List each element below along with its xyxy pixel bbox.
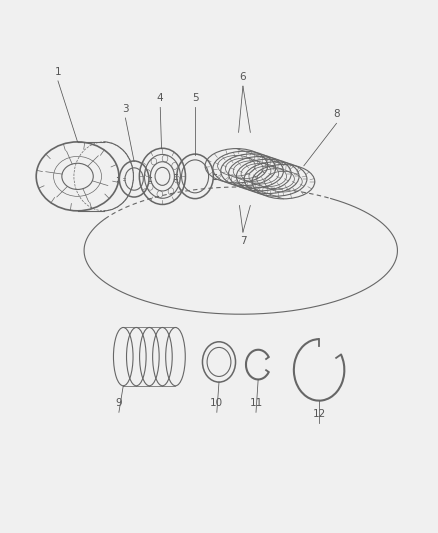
Text: 7: 7 <box>240 236 246 246</box>
Text: 6: 6 <box>240 72 246 82</box>
Text: 3: 3 <box>122 104 129 114</box>
Text: 10: 10 <box>210 398 223 408</box>
Text: 8: 8 <box>333 109 340 119</box>
Text: 9: 9 <box>116 398 122 408</box>
Text: 11: 11 <box>249 398 263 408</box>
Text: 5: 5 <box>192 93 198 103</box>
Text: 4: 4 <box>157 93 163 103</box>
Text: 1: 1 <box>55 67 61 77</box>
Text: 12: 12 <box>312 409 326 419</box>
